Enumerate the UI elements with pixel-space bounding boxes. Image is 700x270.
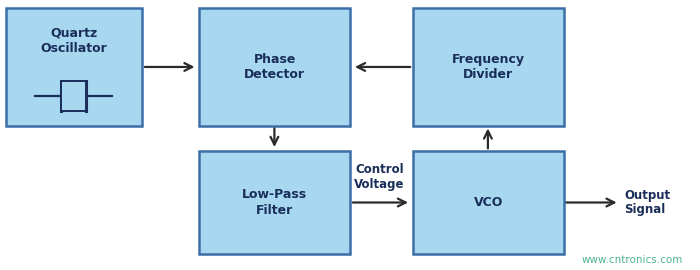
Text: Frequency
Divider: Frequency Divider — [452, 53, 525, 81]
Text: Low-Pass
Filter: Low-Pass Filter — [242, 188, 307, 217]
Bar — [413, 8, 564, 126]
Text: Quartz
Oscillator: Quartz Oscillator — [41, 27, 107, 55]
Text: Control
Voltage: Control Voltage — [354, 163, 405, 191]
Bar — [413, 151, 564, 254]
Text: Phase
Detector: Phase Detector — [244, 53, 305, 81]
Text: www.cntronics.com: www.cntronics.com — [581, 255, 682, 265]
Bar — [199, 8, 350, 126]
Text: VCO: VCO — [474, 196, 503, 209]
Text: Output
Signal: Output Signal — [624, 188, 671, 217]
Bar — [62, 81, 87, 111]
Bar — [199, 151, 350, 254]
Bar — [6, 8, 142, 126]
